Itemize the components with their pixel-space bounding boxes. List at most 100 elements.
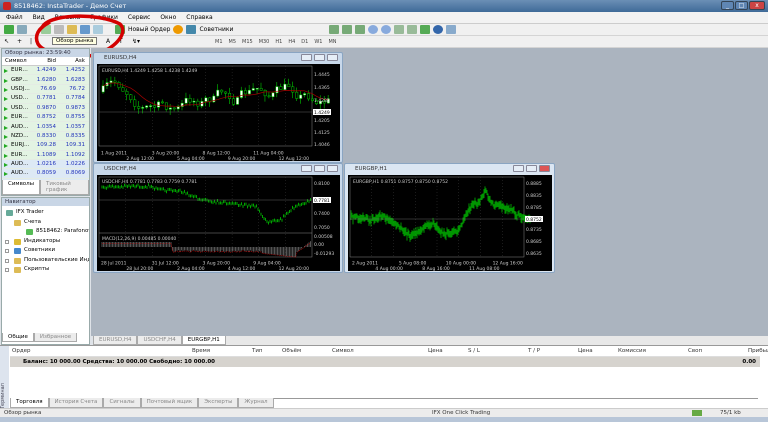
terminal-tab[interactable]: Сигналы [103,398,141,408]
timeframe-d1[interactable]: D1 [301,38,309,45]
terminal-tab[interactable]: Журнал [238,398,274,408]
periods-icon[interactable] [433,25,444,34]
cursor-icon[interactable]: ↖ [4,38,10,45]
col-symbol[interactable]: Символ [5,58,27,64]
col-bid[interactable]: Bid [47,58,56,64]
experts-button[interactable]: Советники [199,26,234,33]
menu-item[interactable]: Окно [160,14,177,21]
new-chart-icon[interactable] [4,25,14,34]
market-watch-row[interactable]: EURGBP 0.8752 0.8755 [2,112,89,123]
chart-window-usdchf[interactable]: USDCHF,H4 USDCHF,H4 0.7781 0.7783 0.7759… [93,163,343,273]
navigator-item[interactable]: IFX Trader [2,208,89,218]
chart-window-eurgbp[interactable]: EURGBP,H1 EURGBP,H1 0.8751 0.8757 0.8750… [344,163,555,273]
chart-tab-eurusd[interactable]: EURUSD,H4 [93,336,138,345]
zoom-in-icon[interactable] [368,25,379,34]
timeframe-h4[interactable]: H4 [288,38,296,45]
column-header[interactable]: S / L [468,348,480,354]
label-icon[interactable]: T [119,38,123,45]
market-watch-icon[interactable] [41,25,51,34]
expand-icon[interactable] [5,268,9,272]
minimize-button[interactable] [301,54,312,61]
candlestick-icon[interactable] [342,25,353,34]
indicators-icon[interactable] [420,25,431,34]
column-header[interactable]: Цена [578,348,593,354]
market-watch-row[interactable]: AUDUSD 1.0354 1.0357 [2,122,89,132]
market-watch-row[interactable]: GBPUSD 1.6280 1.6283 [2,75,89,85]
zoom-out-icon[interactable] [381,25,392,34]
market-watch-row[interactable]: EURUSD 1.4249 1.4252 [2,66,89,76]
menu-item[interactable]: Вид [32,14,45,21]
new-order-button[interactable]: Новый Ордер [128,26,171,33]
autotrading-icon[interactable] [173,25,184,34]
market-watch-row[interactable]: USDJPY 76.69 76.72 [2,84,89,95]
usdchf-chart[interactable]: USDCHF,H4 0.7781 0.7783 0.7759 0.7781 28 … [97,175,340,271]
navigator-icon[interactable] [67,25,77,34]
vertical-line-icon[interactable]: | [30,38,33,45]
eurgbp-chart[interactable]: EURGBP,H1 0.8751 0.8757 0.8750 0.8752 2 A… [348,175,552,271]
crosshair-icon[interactable]: + [17,38,23,45]
eurusd-chart[interactable]: EURUSD,H4 1.4249 1.4258 1.4238 1.4249 1 A… [97,64,340,161]
chart-tab-eurgbp[interactable]: EURGBP,H1 [181,336,226,345]
tab-favorites[interactable]: Избранное [33,333,78,342]
tab-tick-chart[interactable]: Тиковый график [40,180,89,195]
maximize-button[interactable] [314,165,325,172]
navigator-item[interactable]: 8518462: Parafonov E [2,227,89,237]
timeframe-m15[interactable]: M15 [242,38,253,45]
column-header[interactable]: Время [192,348,211,354]
close-button[interactable] [539,165,550,172]
timeframe-mn[interactable]: MN [328,38,337,45]
market-watch-row[interactable]: EURCHF 1.1089 1.1092 [2,150,89,160]
line-chart-icon[interactable] [355,25,366,34]
bar-chart-icon[interactable] [329,25,340,34]
menu-item[interactable]: Сервис [127,14,151,21]
timeframe-h1[interactable]: H1 [275,38,283,45]
arrows-icon[interactable]: ↯▾ [132,38,141,45]
market-watch-row[interactable]: EURJPY 109.28 109.31 [2,141,89,151]
expand-icon[interactable] [5,249,9,253]
navigator-item[interactable]: Счета [2,218,89,228]
column-header[interactable]: Тип [252,348,263,354]
column-header[interactable]: Символ [332,348,354,354]
timeframe-w1[interactable]: W1 [314,38,323,45]
terminal-tab[interactable]: Почтовый ящик [140,398,199,408]
column-header[interactable]: Цена [428,348,443,354]
chart-shift-icon[interactable] [407,25,418,34]
terminal-tab[interactable]: История Счета [48,398,104,408]
maximize-button[interactable]: □ [735,1,748,10]
market-watch-row[interactable]: USDCAD 0.9870 0.9873 [2,103,89,113]
market-watch-row[interactable]: AUDCHF 0.8059 0.8069 [2,169,89,179]
autoscroll-icon[interactable] [394,25,405,34]
column-header[interactable]: T / P [528,348,541,354]
navigator-item[interactable]: Скрипты [2,265,89,275]
chart-tab-usdchf[interactable]: USDCHF,H4 [137,336,182,345]
terminal-tab[interactable]: Эксперты [198,398,239,408]
tab-symbols[interactable]: Символы [2,180,41,195]
navigator-item[interactable]: Пользовательские Индикаторы [2,256,89,266]
market-watch-row[interactable]: USDCHF 0.7781 0.7784 [2,94,89,104]
column-header[interactable]: Ордер [12,348,31,354]
navigator-item[interactable]: Советники [2,246,89,256]
expand-icon[interactable] [5,239,9,244]
terminal-tab[interactable]: Торговля [10,398,49,408]
menu-item[interactable]: Файл [6,14,23,21]
close-button[interactable]: x [749,1,765,10]
expand-icon[interactable] [5,258,9,263]
market-watch-row[interactable]: AUDCAD 1.0216 1.0226 [2,159,89,170]
timeframe-m30[interactable]: M30 [258,38,270,45]
navigator-item[interactable]: Индикаторы [2,237,89,247]
column-header[interactable]: Своп [688,348,703,354]
terminal-icon[interactable] [80,25,90,34]
minimize-button[interactable] [301,165,312,172]
tester-icon[interactable] [93,25,103,34]
maximize-button[interactable] [314,54,325,61]
minimize-button[interactable] [513,165,524,172]
column-header[interactable]: Объём [282,348,302,354]
close-button[interactable] [327,165,338,172]
tab-common[interactable]: Общие [2,333,34,342]
text-icon[interactable]: A [106,38,111,45]
menu-item[interactable]: Справка [186,14,213,21]
chart-window-eurusd[interactable]: EURUSD,H4 EURUSD,H4 1.4249 1.4258 1.4238… [93,52,343,163]
balance-row[interactable]: Баланс: 10 000.00 Средства: 10 000.00 Св… [10,357,760,367]
timeframe-m5[interactable]: M5 [228,38,237,45]
templates-icon[interactable] [446,25,457,34]
